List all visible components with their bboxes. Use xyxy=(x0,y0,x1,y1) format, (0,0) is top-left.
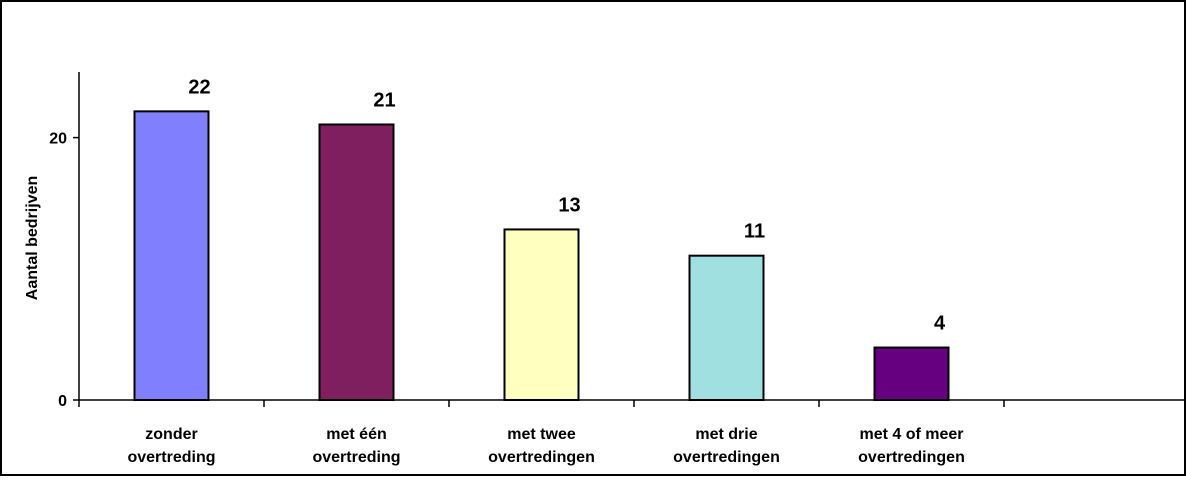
bar-2 xyxy=(318,123,395,401)
y-tick-label: 0 xyxy=(58,393,67,410)
bar-5 xyxy=(873,346,950,401)
category-label-1: overtreding xyxy=(127,449,215,466)
category-label-2: met één xyxy=(326,426,386,443)
y-tick-label: 20 xyxy=(49,131,67,148)
value-label-5: 4 xyxy=(934,313,946,335)
value-label-3: 13 xyxy=(558,194,580,216)
bar-3 xyxy=(503,228,580,401)
bar-4 xyxy=(688,254,765,401)
category-label-3: overtredingen xyxy=(488,449,595,466)
category-label-4: overtredingen xyxy=(673,449,780,466)
category-label-4: met drie xyxy=(695,426,757,443)
plot-area: 0 20 Aantal bedrijven 22 zonder overtreding 21… xyxy=(24,72,1186,466)
category-label-3: met twee xyxy=(507,426,576,443)
category-label-5: met 4 of meer xyxy=(859,426,963,443)
category-label-5: overtredingen xyxy=(858,449,965,466)
value-label-4: 11 xyxy=(744,221,765,243)
bar-1 xyxy=(133,110,210,402)
value-label-2: 21 xyxy=(373,89,395,111)
category-label-2: overtreding xyxy=(312,449,400,466)
y-axis-title: Aantal bedrijven xyxy=(24,176,41,300)
value-label-1: 22 xyxy=(188,76,210,98)
category-label-1: zonder xyxy=(145,426,197,443)
